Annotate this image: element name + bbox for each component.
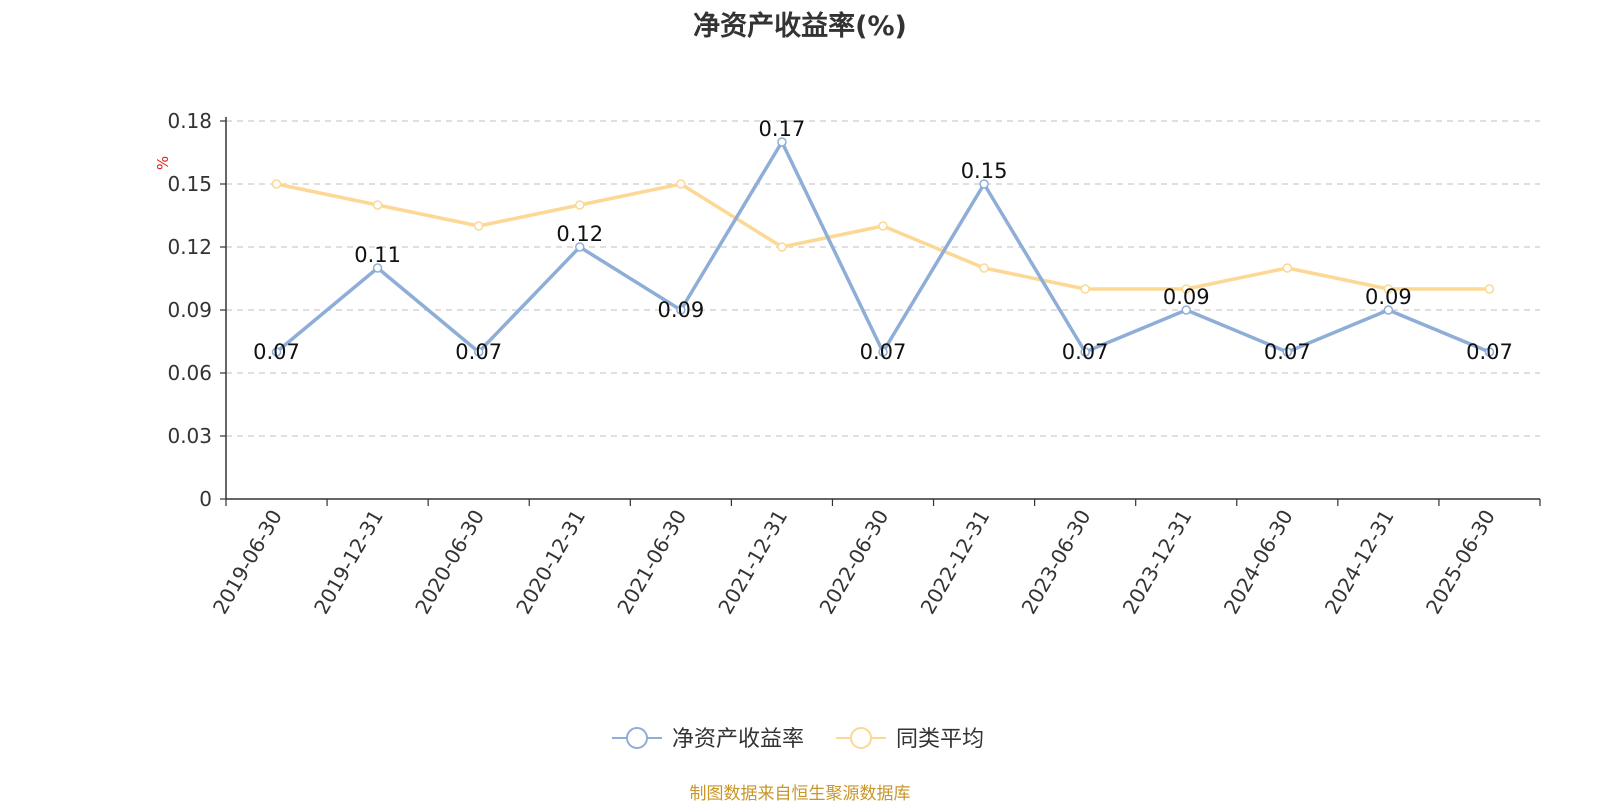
data-label: 0.15 [961,159,1008,183]
data-point [1080,284,1090,294]
data-point [777,137,787,147]
data-point [1383,305,1394,315]
data-label: 0.07 [1264,340,1311,364]
data-label: 0.09 [1365,285,1412,309]
data-label: 0.09 [657,298,704,322]
data-point [1181,305,1191,315]
y-tick-label: 0.15 [167,172,212,196]
grid-lines [226,120,1540,437]
data-label: 0.07 [455,340,502,364]
y-tick-label: 0.03 [167,424,212,448]
legend-label: 同类平均 [896,727,984,752]
data-label: 0.07 [253,340,300,364]
x-tick-label: 2020-06-30 [410,506,489,619]
data-point [1484,284,1495,294]
data-label: 0.07 [1466,340,1513,364]
data-point [1383,284,1394,294]
x-tick-label: 2024-12-31 [1320,506,1399,619]
data-label: 0.12 [556,222,603,246]
data-point [1181,284,1191,294]
data-point [1282,347,1293,357]
data-point [575,242,585,252]
legend: 净资产收益率 同类平均 [612,727,984,752]
x-tick-label: 2020-12-31 [511,506,590,619]
data-point [1080,347,1090,357]
legend-marker-icon [626,727,648,749]
source-note: 制图数据来自恒生聚源数据库 [689,784,911,804]
x-tick-label: 2021-12-31 [713,506,792,619]
x-tick-label: 2025-06-30 [1421,506,1500,619]
data-label: 0.11 [354,243,401,267]
data-point [878,221,888,231]
data-point [777,242,787,252]
data-label: 0.07 [1062,340,1109,364]
data-point [1484,347,1495,357]
y-axis-label: % [154,156,172,170]
data-point [473,347,484,357]
legend-label: 净资产收益率 [672,727,804,752]
data-point [575,200,585,210]
data-label: 0.09 [1163,285,1210,309]
y-tick-label: 0.09 [167,298,212,322]
x-tick-label: 2019-06-30 [208,506,287,619]
data-point [372,200,383,210]
x-tick-label: 2023-12-31 [1118,506,1197,619]
data-point [676,179,686,189]
data-point [271,179,282,189]
series-lines [271,137,1495,357]
data-point [372,263,383,273]
data-point [878,347,888,357]
x-tick-label: 2022-12-31 [916,506,995,619]
data-point [979,263,989,273]
data-point [1282,263,1293,273]
data-label: 0.17 [759,117,806,141]
x-tick-label: 2019-12-31 [309,506,388,619]
y-tick-label: 0.18 [167,109,212,133]
data-point [271,347,282,357]
data-point [473,221,484,231]
axes: 0 0.03 0.06 0.09 0.12 0.15 0.18% 2019-06-30 2019… [154,109,1541,619]
x-tick-label: 2023-06-30 [1017,506,1096,619]
data-label: 0.07 [860,340,907,364]
y-tick-label: 0 [199,487,212,511]
series-line [276,182,1490,291]
data-labels: 0.07 0.11 0.07 0.12 0.09 0.17 0.07 0.15 0.07 0.09… [253,117,1513,364]
x-tick-label: 2021-06-30 [612,506,691,619]
x-tick-label: 2024-06-30 [1219,506,1298,619]
data-point [979,179,989,189]
x-tick-label: 2022-06-30 [814,506,893,619]
y-tick-label: 0.06 [167,361,212,385]
data-point [676,305,686,315]
legend-marker-icon [850,727,872,749]
y-tick-label: 0.12 [167,235,212,259]
chart-title: 净资产收益率(%) [693,11,907,42]
